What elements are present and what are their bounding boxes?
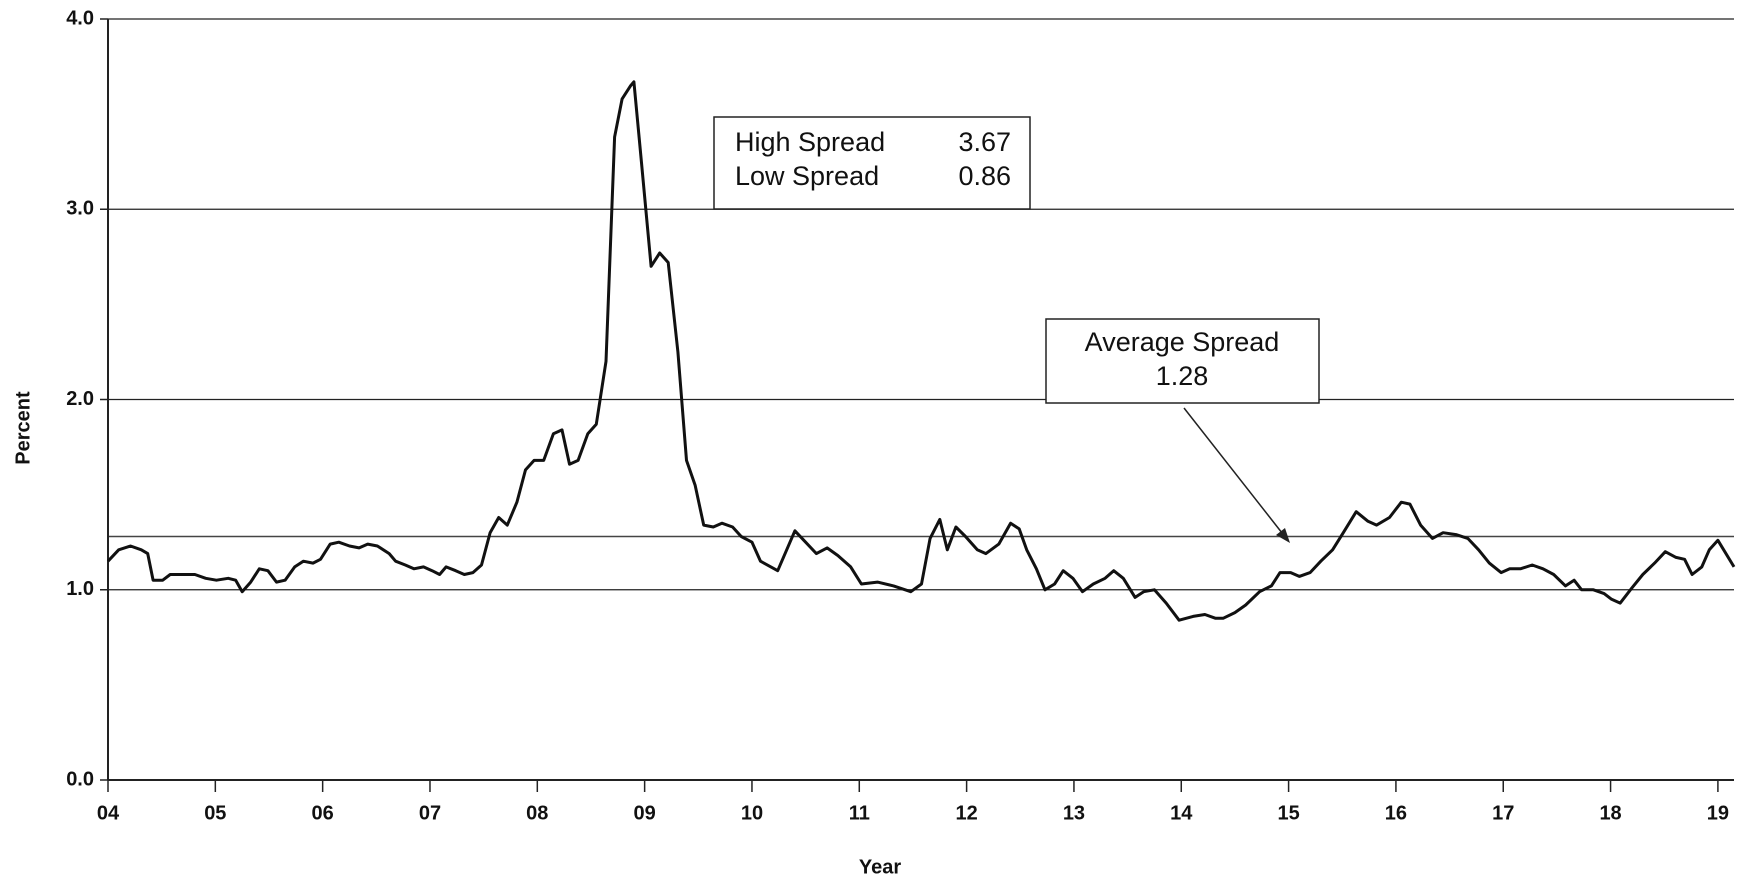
y-tick-label: 3.0	[66, 198, 94, 220]
high-value: 3.67	[958, 127, 1011, 157]
x-tick-label: 12	[955, 802, 977, 824]
x-tick-label: 07	[419, 802, 441, 824]
average-box	[1045, 318, 1320, 404]
arrow-head	[1276, 528, 1290, 543]
average-label: Average Spread	[1085, 327, 1280, 357]
x-tick-label: 04	[97, 802, 120, 824]
high-label: High Spread	[735, 127, 885, 157]
x-tick-label: 14	[1170, 802, 1193, 824]
x-tick-label: 09	[634, 802, 656, 824]
x-tick-label: 08	[526, 802, 548, 824]
data-line	[106, 80, 1736, 622]
y-tick-label: 0.0	[66, 768, 94, 790]
x-tick-label: 11	[849, 802, 870, 824]
x-tick-label: 06	[312, 802, 334, 824]
x-tick-label: 15	[1277, 802, 1299, 824]
y-tick-label: 4.0	[66, 7, 94, 29]
x-tick-label: 10	[741, 802, 763, 824]
y-axis-label: Percent	[12, 391, 34, 465]
x-axis-label: Year	[859, 856, 901, 878]
y-tick-label: 2.0	[66, 388, 94, 410]
arrow	[1183, 407, 1287, 539]
low-value: 0.86	[958, 161, 1011, 191]
low-label: Low Spread	[735, 161, 879, 191]
y-tick-label: 1.0	[66, 578, 94, 600]
x-tick-label: 05	[204, 802, 226, 824]
x-tick-label: 13	[1063, 802, 1085, 824]
spread-box	[713, 116, 1031, 210]
average-value: 1.28	[1156, 361, 1209, 391]
x-tick-label: 18	[1599, 802, 1621, 824]
x-tick-label: 17	[1492, 802, 1514, 824]
x-tick-label: 16	[1385, 802, 1407, 824]
x-tick-label: 19	[1707, 802, 1729, 824]
